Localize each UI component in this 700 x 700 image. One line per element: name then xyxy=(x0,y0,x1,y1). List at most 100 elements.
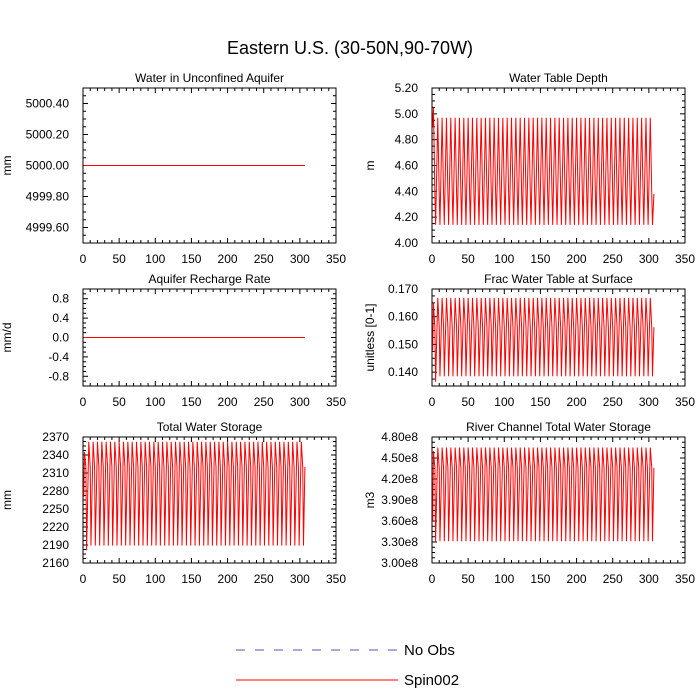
y-tick-label: 3.60e8 xyxy=(381,514,418,528)
y-tick-label: 5.20 xyxy=(395,81,419,95)
y-tick-label: 0.170 xyxy=(388,282,418,296)
panel-title: Aquifer Recharge Rate xyxy=(148,272,270,286)
x-tick-label: 350 xyxy=(326,395,346,409)
x-tick-label: 150 xyxy=(181,252,201,266)
x-tick-label: 350 xyxy=(675,252,695,266)
y-tick-label: 3.00e8 xyxy=(381,556,418,570)
x-tick-label: 200 xyxy=(567,252,587,266)
y-tick-label: 4.20e8 xyxy=(381,472,418,486)
y-tick-label: -0.4 xyxy=(48,350,69,364)
x-tick-label: 200 xyxy=(218,252,238,266)
legend-label-spin002: Spin002 xyxy=(404,672,459,689)
x-tick-label: 100 xyxy=(494,395,514,409)
y-tick-label: 5000.20 xyxy=(26,128,70,142)
x-tick-label: 0 xyxy=(429,252,436,266)
y-tick-label: 4999.80 xyxy=(26,190,70,204)
x-tick-label: 100 xyxy=(494,572,514,586)
y-tick-label: 0.160 xyxy=(388,310,418,324)
x-tick-label: 0 xyxy=(80,572,87,586)
y-tick-label: 3.90e8 xyxy=(381,493,418,507)
x-tick-label: 50 xyxy=(461,395,475,409)
panel-title: River Channel Total Water Storage xyxy=(466,420,651,434)
y-tick-label: 4.40 xyxy=(395,184,419,198)
y-tick-label: 5000.00 xyxy=(26,159,70,173)
x-tick-label: 0 xyxy=(80,252,87,266)
series-line-spin002 xyxy=(432,447,655,542)
panel-frac-water-table-at-surface: Frac Water Table at Surface 0 50 100 150 200 2… xyxy=(363,272,695,409)
x-tick-label: 200 xyxy=(218,395,238,409)
x-tick-label: 50 xyxy=(461,572,475,586)
y-axis-label: mm xyxy=(0,490,14,510)
panel-aquifer-recharge-rate: Aquifer Recharge Rate 0 50 100 150 200 250 300 3… xyxy=(0,272,346,409)
figure-title: Eastern U.S. (30-50N,90-70W) xyxy=(227,38,473,58)
y-tick-label: 4999.60 xyxy=(26,221,70,235)
x-tick-label: 250 xyxy=(254,252,274,266)
y-tick-label: 4.50e8 xyxy=(381,451,418,465)
y-tick-label: 0.8 xyxy=(52,292,69,306)
x-tick-label: 200 xyxy=(567,572,587,586)
y-tick-label: 5.00 xyxy=(395,107,419,121)
y-tick-label: 4.60 xyxy=(395,159,419,173)
panel-title: Water in Unconfined Aquifer xyxy=(135,71,284,85)
x-tick-label: 350 xyxy=(675,395,695,409)
y-tick-label: 2160 xyxy=(42,556,69,570)
y-tick-label: 2370 xyxy=(42,430,69,444)
x-tick-label: 50 xyxy=(112,395,126,409)
series-line-spin002 xyxy=(432,107,655,225)
y-tick-label: 5000.40 xyxy=(26,97,70,111)
x-tick-label: 50 xyxy=(112,252,126,266)
y-tick-label: 2280 xyxy=(42,484,69,498)
x-tick-label: 0 xyxy=(429,572,436,586)
x-tick-label: 300 xyxy=(290,395,310,409)
x-tick-label: 350 xyxy=(326,252,346,266)
x-tick-label: 250 xyxy=(603,395,623,409)
x-tick-label: 350 xyxy=(675,572,695,586)
x-tick-label: 100 xyxy=(145,252,165,266)
x-tick-label: 150 xyxy=(181,572,201,586)
y-axis-label: unitless [0-1] xyxy=(363,303,377,371)
panel-water-table-depth: Water Table Depth 0 50 100 150 200 250 300 350 5.… xyxy=(363,71,695,266)
panel-river-channel-total-water-storage: River Channel Total Water Storage 0 50 100 1… xyxy=(363,420,695,586)
series-line-spin002 xyxy=(83,441,306,551)
x-tick-label: 100 xyxy=(494,252,514,266)
y-axis-label: mm xyxy=(0,156,14,176)
x-tick-label: 150 xyxy=(530,252,550,266)
legend-label-no-obs: No Obs xyxy=(404,642,455,659)
y-tick-label: 4.20 xyxy=(395,210,419,224)
y-tick-label: 4.80 xyxy=(395,133,419,147)
x-tick-label: 150 xyxy=(181,395,201,409)
x-tick-label: 250 xyxy=(603,252,623,266)
panel-total-water-storage: Total Water Storage 0 50 100 150 200 250 300 350… xyxy=(0,420,346,586)
x-tick-label: 100 xyxy=(145,572,165,586)
panel-title: Total Water Storage xyxy=(157,420,263,434)
y-tick-label: 2340 xyxy=(42,448,69,462)
legend: No Obs Spin002 xyxy=(236,642,459,689)
x-tick-label: 150 xyxy=(530,572,550,586)
x-tick-label: 350 xyxy=(326,572,346,586)
x-tick-label: 250 xyxy=(254,572,274,586)
y-axis-label: m3 xyxy=(363,491,377,508)
x-tick-label: 300 xyxy=(290,252,310,266)
x-tick-label: 300 xyxy=(639,395,659,409)
y-tick-label: 0.150 xyxy=(388,337,418,351)
x-tick-label: 50 xyxy=(461,252,475,266)
x-tick-label: 150 xyxy=(530,395,550,409)
x-tick-label: 300 xyxy=(639,572,659,586)
y-tick-label: 2310 xyxy=(42,466,69,480)
x-tick-label: 0 xyxy=(429,395,436,409)
panel-water-in-unconfined-aquifer: Water in Unconfined Aquifer 0 50 100 150 200 2… xyxy=(0,71,346,266)
series-line-spin002 xyxy=(432,297,655,382)
panel-title: Frac Water Table at Surface xyxy=(484,272,633,286)
y-tick-label: -0.8 xyxy=(48,369,69,383)
x-tick-label: 300 xyxy=(639,252,659,266)
panel-title: Water Table Depth xyxy=(509,71,608,85)
y-tick-label: 0.0 xyxy=(52,331,69,345)
x-tick-label: 250 xyxy=(254,395,274,409)
x-tick-label: 250 xyxy=(603,572,623,586)
x-tick-label: 200 xyxy=(218,572,238,586)
x-tick-label: 50 xyxy=(112,572,126,586)
y-axis-label: mm/d xyxy=(0,323,14,353)
x-tick-label: 300 xyxy=(290,572,310,586)
